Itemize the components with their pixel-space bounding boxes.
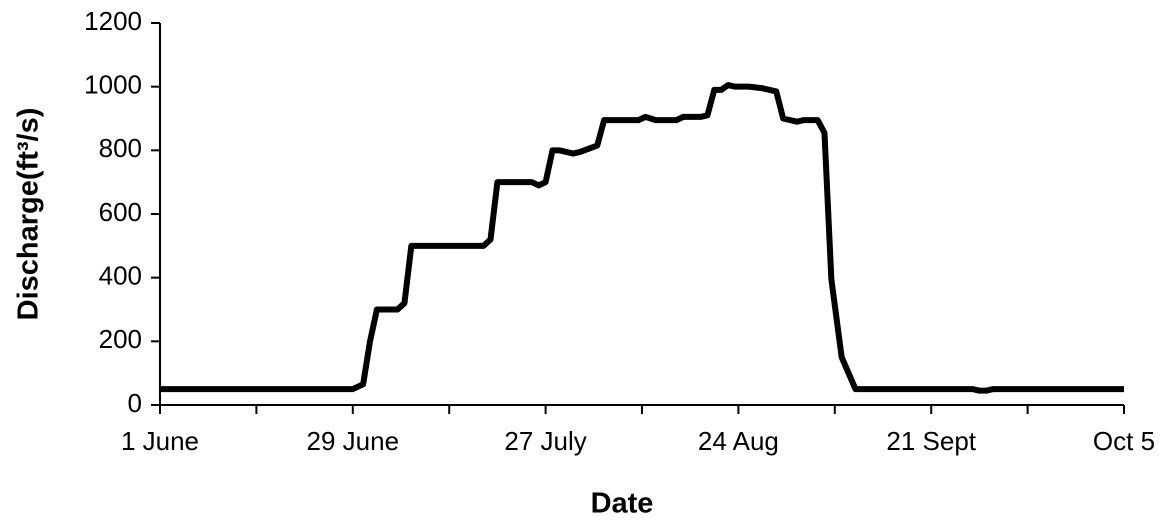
y-tick-label: 0 [128,388,142,418]
x-tick-label: 29 June [307,426,400,456]
y-tick-label: 400 [99,261,142,291]
y-tick-label: 200 [99,324,142,354]
x-tick-label: 27 July [504,426,586,456]
x-tick-label: 21 Sept [886,426,976,456]
y-tick-label: 800 [99,133,142,163]
x-tick-label: 24 Aug [698,426,779,456]
x-tick-label: Oct 5 [1093,426,1155,456]
line [160,82,1124,394]
y-tick-label: 1200 [84,6,142,36]
y-tick-label: 1000 [84,70,142,100]
x-axis-title: Date [591,488,654,520]
y-tick-label: 600 [99,197,142,227]
y-axis-title: Discharge(ft³/s) [13,108,45,321]
x-tick-label: 1 June [121,426,199,456]
